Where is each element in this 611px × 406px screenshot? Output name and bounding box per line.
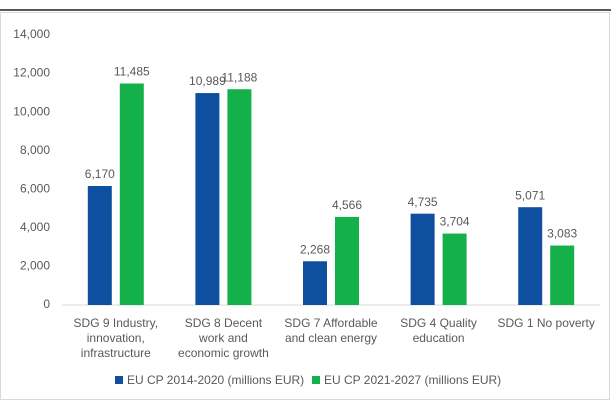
y-tick-label: 2,000 xyxy=(20,259,50,273)
x-tick-label: SDG 1 No poverty xyxy=(498,316,595,330)
value-label: 3,704 xyxy=(440,215,470,229)
value-label: 5,071 xyxy=(515,188,545,202)
legend-label: EU CP 2014-2020 (millions EUR) xyxy=(127,373,304,387)
value-label: 3,083 xyxy=(547,227,577,241)
y-tick-label: 4,000 xyxy=(20,220,50,234)
legend-swatch xyxy=(312,376,320,384)
bar xyxy=(335,216,359,305)
bar xyxy=(410,213,435,305)
value-label: 4,566 xyxy=(332,198,362,212)
x-tick-label: SDG 7 Affordable and clean energy xyxy=(284,316,377,345)
x-tick-label: SDG 9 Industry, innovation, infrastructure xyxy=(74,316,158,360)
bar xyxy=(227,89,252,305)
bar xyxy=(550,245,575,305)
bar xyxy=(303,261,327,305)
y-tick-label: 10,000 xyxy=(13,104,50,118)
value-label: 11,485 xyxy=(114,65,150,79)
value-label: 10,989 xyxy=(189,74,226,88)
bar xyxy=(87,186,112,305)
bar xyxy=(119,83,144,305)
y-tick-label: 12,000 xyxy=(13,66,50,80)
y-tick-label: 6,000 xyxy=(20,181,50,195)
legend-swatch xyxy=(115,376,123,384)
y-tick-label: 14,000 xyxy=(13,27,50,41)
x-tick-label: SDG 4 Quality education xyxy=(400,316,477,345)
chart-frame xyxy=(0,12,610,400)
bar xyxy=(442,233,467,305)
y-tick-label: 0 xyxy=(43,297,50,311)
value-label: 2,268 xyxy=(300,242,330,256)
x-tick-label: SDG 8 Decent work and economic growth xyxy=(178,316,269,360)
legend-label: EU CP 2021-2027 (millions EUR) xyxy=(324,373,501,387)
value-label: 4,735 xyxy=(408,195,438,209)
y-tick-label: 8,000 xyxy=(20,143,50,157)
bar xyxy=(195,93,220,306)
bar xyxy=(518,207,543,305)
value-label: 11,188 xyxy=(221,70,257,84)
value-label: 6,170 xyxy=(85,167,115,181)
